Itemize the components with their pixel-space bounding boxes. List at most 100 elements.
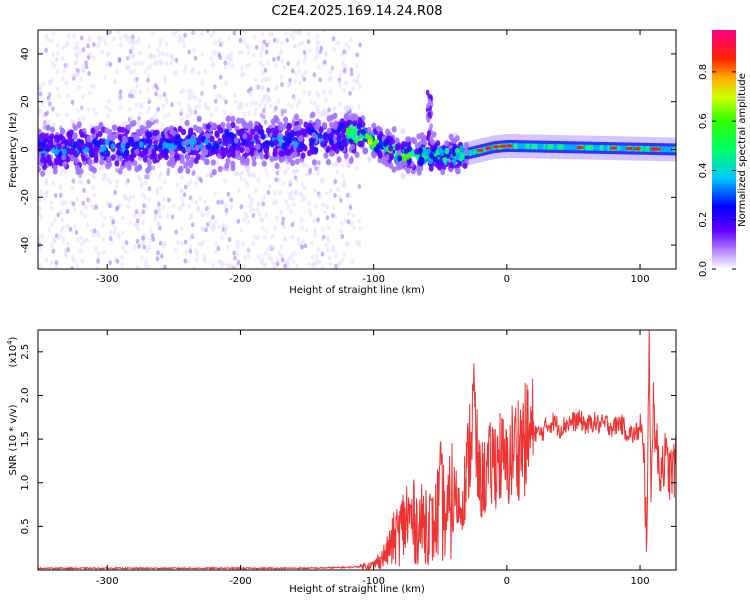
spectrogram-noise-cell — [56, 43, 60, 49]
spectrogram-band-cell — [351, 120, 357, 127]
spectrogram-noise-cell — [81, 47, 86, 53]
spectrogram-band-cell — [382, 140, 388, 148]
snr-frame — [37, 329, 677, 571]
spectrogram-noise-cell — [53, 193, 58, 199]
spectrogram-band-cell — [306, 127, 312, 134]
spectrogram-noise-cell — [220, 41, 225, 47]
spectrogram-noise-cell — [189, 212, 194, 218]
spectrogram-band-cell — [230, 121, 236, 129]
spectrogram-noise-cell — [57, 93, 61, 99]
spectrogram-noise-cell — [253, 188, 258, 194]
spectrogram-noise-cell — [124, 240, 129, 246]
spectrogram-band-cell — [146, 159, 152, 166]
spectrogram-noise-cell — [86, 43, 90, 49]
spectrogram-noise-cell — [157, 205, 161, 211]
spectrogram-noise-cell — [247, 110, 251, 116]
spectrogram-spike-cell — [427, 111, 432, 118]
spectrogram-noise-cell — [349, 37, 353, 43]
spectrogram-noise-cell — [217, 224, 221, 230]
spectrogram-noise-cell — [147, 186, 152, 192]
spectrogram-noise-cell — [209, 112, 214, 118]
spectrogram-y-tick-label: 40 — [20, 48, 31, 61]
spectrogram-marks — [38, 30, 676, 269]
spectrogram-band-cell — [440, 168, 446, 176]
spectrogram-noise-cell — [40, 234, 45, 240]
spectrogram-band-cell — [357, 117, 363, 125]
spectrogram-noise-cell — [123, 193, 127, 199]
spectrogram-noise-cell — [280, 111, 285, 117]
spectrogram-band-core — [667, 146, 670, 153]
spectrogram-noise-cell — [211, 214, 215, 220]
spectrogram-band-cell — [185, 167, 191, 175]
spectrogram-band-cell — [179, 154, 185, 161]
spectrogram-band-cell — [272, 150, 278, 157]
spectrogram-band-core — [607, 145, 610, 151]
spectrogram-band-cell — [162, 141, 168, 149]
spectrogram-noise-cell — [264, 228, 268, 234]
spectrogram-noise-cell — [51, 52, 55, 58]
spectrogram-noise-cell — [300, 225, 305, 231]
spectrogram-band-cell — [298, 135, 304, 142]
spectrogram-band-cell — [400, 160, 406, 168]
spectrogram-noise-cell — [214, 106, 219, 112]
spectrogram-noise-cell — [232, 250, 237, 256]
spectrogram-band-cell — [384, 160, 390, 168]
spectrogram-noise-cell — [172, 31, 176, 37]
spectrogram-noise-cell — [229, 197, 234, 203]
spectrogram-noise-cell — [251, 52, 256, 58]
spectrogram-noise-cell — [231, 265, 236, 269]
spectrogram-noise-cell — [279, 244, 284, 250]
spectrogram-noise-cell — [212, 84, 217, 90]
spectrogram-noise-cell — [315, 259, 319, 265]
spectrogram-peak-cell — [609, 146, 617, 150]
spectrogram-noise-cell — [216, 93, 220, 99]
snr-y-tick-label: 2.0 — [20, 388, 31, 404]
spectrogram-y-tick-label: 0 — [20, 146, 31, 152]
spectrogram-noise-cell — [196, 70, 201, 76]
spectrogram-noise-cell — [50, 243, 54, 249]
colorbar-tick-label: 0.0 — [698, 261, 709, 277]
spectrogram-noise-cell — [200, 80, 205, 86]
spectrogram-noise-cell — [56, 235, 61, 241]
spectrogram-band-cell — [90, 127, 96, 135]
spectrogram-noise-cell — [77, 84, 81, 90]
spectrogram-noise-cell — [307, 262, 311, 268]
spectrogram-band-core — [531, 143, 534, 150]
spectrogram-noise-cell — [42, 124, 47, 130]
snr-plot-area — [38, 330, 676, 570]
spectrogram-noise-cell — [243, 178, 248, 184]
spectrogram-noise-cell — [65, 223, 70, 229]
spectrogram-band-cell — [76, 121, 82, 128]
spectrogram-noise-cell — [235, 239, 240, 245]
spectrogram-band-cell — [269, 155, 275, 163]
spectrogram-noise-cell — [79, 35, 84, 41]
spectrogram-noise-cell — [344, 49, 349, 55]
spectrogram-band-cell — [152, 130, 158, 137]
spectrogram-noise-cell — [158, 94, 163, 100]
spectrogram-band-core — [597, 144, 600, 151]
spectrogram-y-ticks: -40 -20 0 20 40 — [20, 48, 676, 253]
spectrogram-noise-cell — [244, 63, 249, 69]
spectrogram-noise-cell — [227, 236, 232, 242]
spectrogram-noise-cell — [190, 222, 195, 228]
spectrogram-band-cell — [309, 144, 315, 151]
spectrogram-noise-cell — [86, 221, 90, 227]
spectrogram-noise-cell — [94, 265, 99, 269]
spectrogram-noise-cell — [254, 44, 259, 50]
spectrogram-noise-cell — [98, 166, 103, 172]
spectrogram-noise-cell — [144, 259, 148, 265]
spectrogram-noise-cell — [146, 73, 151, 79]
spectrogram-noise-cell — [292, 251, 296, 257]
spectrogram-band-core — [565, 144, 568, 151]
spectrogram-noise-cell — [146, 174, 150, 180]
spectrogram-band-cell — [145, 136, 151, 144]
spectrogram-noise-cell — [302, 58, 307, 64]
spectrogram-noise-cell — [306, 39, 311, 45]
spectrogram-band-cell — [178, 165, 184, 172]
spectrogram-band-cell — [328, 132, 334, 140]
spectrogram-noise-cell — [160, 122, 165, 128]
spectrogram-noise-cell — [312, 260, 317, 266]
spectrogram-noise-cell — [330, 213, 335, 219]
spectrogram-noise-cell — [133, 88, 138, 94]
spectrogram-noise-cell — [342, 67, 347, 73]
